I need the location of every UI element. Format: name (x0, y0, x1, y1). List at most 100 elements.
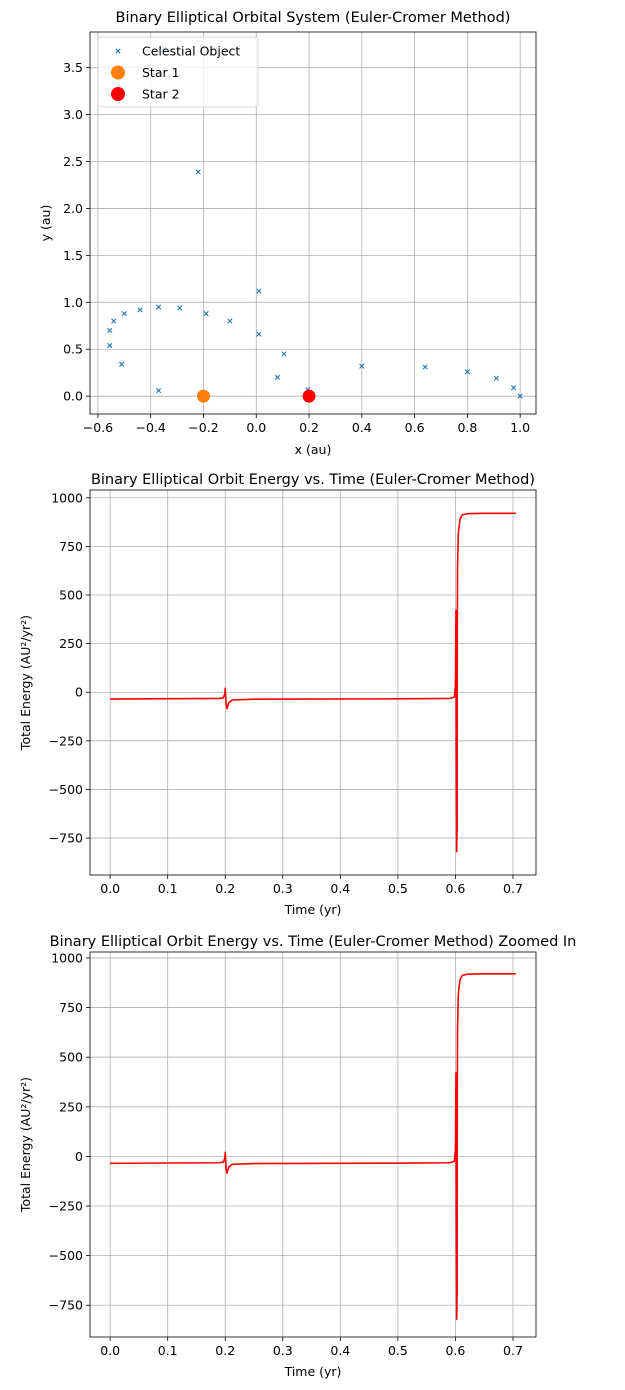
data-point (119, 361, 125, 367)
axes-frame (89, 951, 537, 1338)
data-point (493, 375, 500, 381)
x-tick-label: 0.6 (445, 881, 465, 896)
data-point (177, 305, 183, 311)
chart-2: 0.0 0.1 0.2 0.3 0.4 0.5 0.6 0.7 −750 −500 −250 0 250… (18, 472, 537, 917)
y-axis-label: y (au) (38, 205, 53, 242)
legend-label: Celestial Object (142, 44, 240, 59)
data-point (510, 385, 517, 391)
y-axis-label: Total Energy (AU²/yr²) (18, 615, 33, 751)
x-tick-label: 0.3 (273, 881, 293, 896)
y-tick-label: 1.5 (63, 248, 83, 263)
y-tick-label: 3.0 (63, 107, 83, 122)
y-tick-label: 2.0 (63, 201, 83, 216)
y-tick-label: 0 (75, 685, 83, 700)
star-marker (196, 389, 210, 403)
plot-area (110, 512, 516, 853)
axes-frame (89, 489, 537, 876)
data-point (195, 169, 201, 175)
x-tick-label: 0.5 (388, 881, 408, 896)
data-point (203, 310, 209, 317)
chart-3: 0.0 0.1 0.2 0.3 0.4 0.5 0.6 0.7 −750 −500 −250 0 250… (18, 934, 576, 1379)
data-point (121, 310, 127, 317)
legend-marker-circle (111, 65, 125, 80)
grid (90, 32, 536, 414)
legend-label: Star 1 (142, 65, 180, 80)
y-tick-label: −750 (49, 1298, 83, 1313)
y-tick-label: 0.5 (63, 342, 83, 357)
chart-title: Binary Elliptical Orbit Energy vs. Time … (91, 472, 535, 488)
data-point (256, 288, 262, 294)
x-tick-label: 0.6 (405, 420, 425, 435)
x-axis-label: Time (yr) (284, 1364, 342, 1379)
x-tick-label: 0.7 (503, 881, 523, 896)
y-tick-label: −250 (49, 733, 83, 748)
legend-marker-x (115, 48, 121, 54)
x-tick-label: 0.4 (330, 1343, 350, 1358)
plot-area (107, 46, 523, 403)
data-point (256, 331, 262, 337)
series-line (110, 512, 516, 853)
legend-label: Star 2 (142, 87, 180, 102)
chart-title: Binary Elliptical Orbit Energy vs. Time … (50, 934, 577, 950)
y-tick-label: −250 (49, 1199, 83, 1214)
x-tick-label: 0.5 (388, 1343, 408, 1358)
x-axis-label: x (au) (295, 442, 332, 457)
x-tick-label: −0.6 (83, 420, 113, 435)
grid (90, 952, 536, 1337)
data-point (359, 363, 365, 369)
y-tick-label: 0 (75, 1149, 83, 1164)
axes-frame (89, 31, 537, 415)
data-point (156, 387, 162, 394)
data-point (156, 304, 162, 310)
x-tick-label: 0.1 (158, 881, 178, 896)
y-tick-label: 3.5 (63, 60, 83, 75)
x-tick-label: −0.2 (188, 420, 218, 435)
data-point (464, 369, 470, 375)
data-point (107, 327, 113, 334)
y-tick-label: −500 (49, 782, 83, 797)
x-tick-label: 0.0 (246, 420, 266, 435)
legend-marker-circle (111, 87, 125, 101)
x-tick-label: 0.2 (299, 420, 319, 435)
y-tick-label: 1000 (51, 950, 83, 965)
y-tick-label: 1.0 (63, 295, 83, 310)
y-tick-label: 750 (59, 1000, 83, 1015)
x-tick-label: 0.4 (330, 881, 350, 896)
x-tick-label: 0.4 (352, 420, 372, 435)
data-point (137, 307, 143, 313)
y-tick-label: 1000 (51, 490, 83, 505)
y-tick-label: 0.0 (63, 389, 83, 404)
x-tick-label: 0.8 (457, 420, 477, 435)
x-tick-label: 0.0 (100, 1343, 120, 1358)
y-tick-label: 500 (59, 588, 83, 603)
x-tick-label: 0.0 (100, 881, 120, 896)
data-point (107, 342, 113, 349)
data-point (517, 393, 523, 399)
y-tick-label: 750 (59, 539, 83, 554)
grid (90, 490, 536, 875)
plot-area (110, 973, 516, 1320)
chart-title: Binary Elliptical Orbital System (Euler-… (116, 10, 511, 26)
x-tick-label: 1.0 (510, 420, 530, 435)
data-point (274, 374, 280, 380)
x-tick-label: 0.7 (503, 1343, 523, 1358)
y-tick-label: −500 (49, 1248, 83, 1263)
x-tick-label: 0.1 (158, 1343, 178, 1358)
x-tick-label: 0.2 (215, 1343, 235, 1358)
data-point (422, 364, 428, 370)
series-line (110, 973, 516, 1320)
chart-1: −0.6 −0.4 −0.2 0.0 0.2 0.4 0.6 0.8 1.0 0.0 0.5 1.0 1… (38, 10, 537, 457)
y-tick-label: 500 (59, 1050, 83, 1065)
data-point (111, 318, 117, 324)
x-tick-label: −0.4 (136, 420, 166, 435)
y-tick-label: −750 (49, 831, 83, 846)
legend-box (97, 36, 259, 108)
x-tick-label: 0.6 (445, 1343, 465, 1358)
y-axis-label: Total Energy (AU²/yr²) (18, 1077, 33, 1213)
x-tick-label: 0.3 (273, 1343, 293, 1358)
x-axis-label: Time (yr) (284, 902, 342, 917)
y-tick-label: 250 (59, 1099, 83, 1114)
data-point (227, 318, 233, 324)
data-point (281, 351, 287, 357)
